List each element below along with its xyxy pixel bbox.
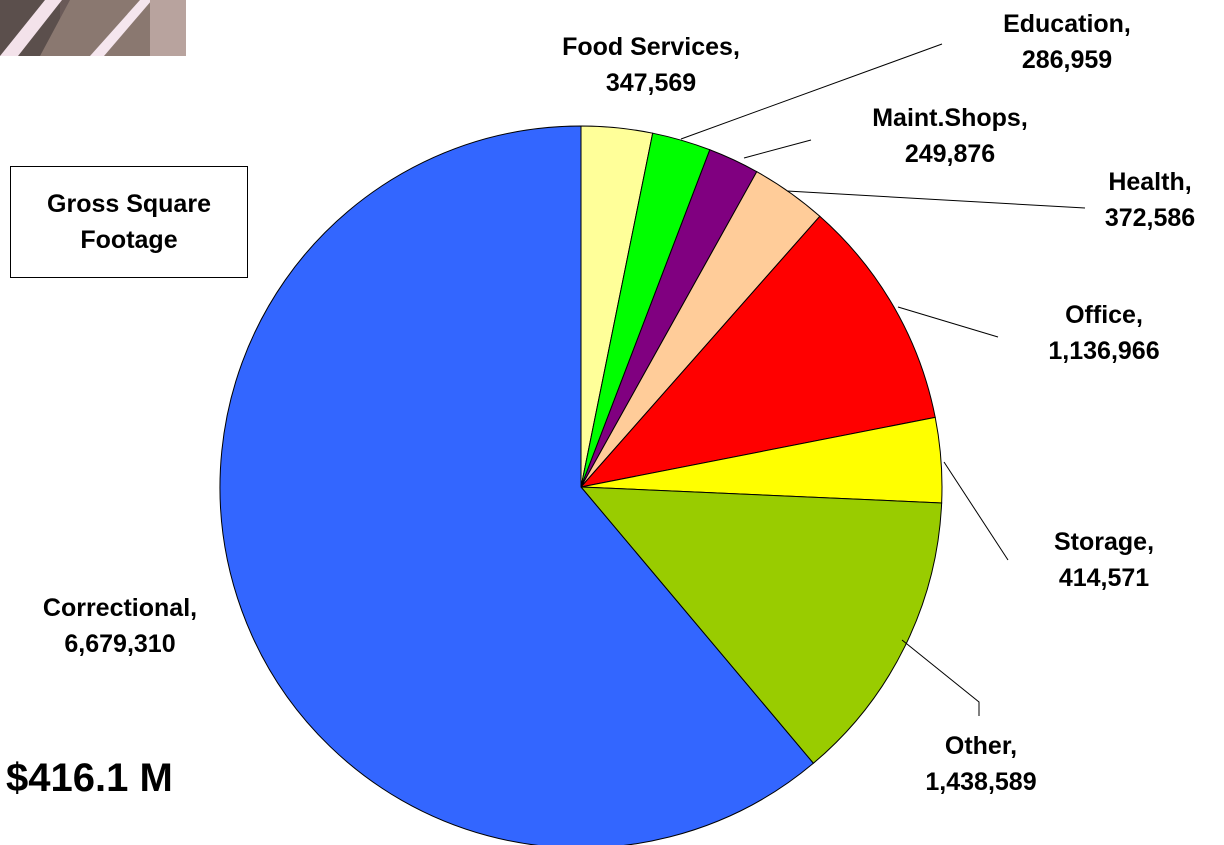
total-cost-label: $416.1 M [6,756,173,800]
leader-line-other [901,639,980,716]
legend-line-2: Footage [80,226,178,254]
pie-slice-office [579,215,936,488]
slice-label-health: Health, [1108,168,1191,196]
leader-line-office [897,306,999,338]
slice-label-storage: Storage, [1054,528,1154,556]
legend-box: Gross Square Footage [10,166,248,278]
slice-label-education: Education, [1003,10,1131,38]
slice-value-correctional: 6,679,310 [64,630,175,658]
slice-label-other: Other, [945,732,1017,760]
slice-value-health: 372,586 [1105,204,1195,232]
slice-label-office: Office, [1065,301,1143,329]
slice-label-maint-shops: Maint.Shops, [872,104,1028,132]
pie-slice-correctional [219,125,815,845]
slice-value-other: 1,438,589 [925,768,1036,796]
leader-line-health [786,190,1086,209]
pie-slice-other [579,486,943,764]
legend-line-1: Gross Square [47,190,211,218]
slice-label-food-services: Food Services, [562,33,740,61]
leader-line-maint-shops [743,139,812,159]
slice-value-office: 1,136,966 [1048,337,1159,365]
slice-value-education: 286,959 [1022,46,1112,74]
slice-label-correctional: Correctional, [43,594,197,622]
slice-value-food-services: 347,569 [606,69,696,97]
leader-line-storage [943,461,1009,561]
photo-thumbnail [0,0,186,56]
slice-value-storage: 414,571 [1059,564,1149,592]
slice-value-maint-shops: 249,876 [905,140,995,168]
leader-line-education [680,43,943,140]
